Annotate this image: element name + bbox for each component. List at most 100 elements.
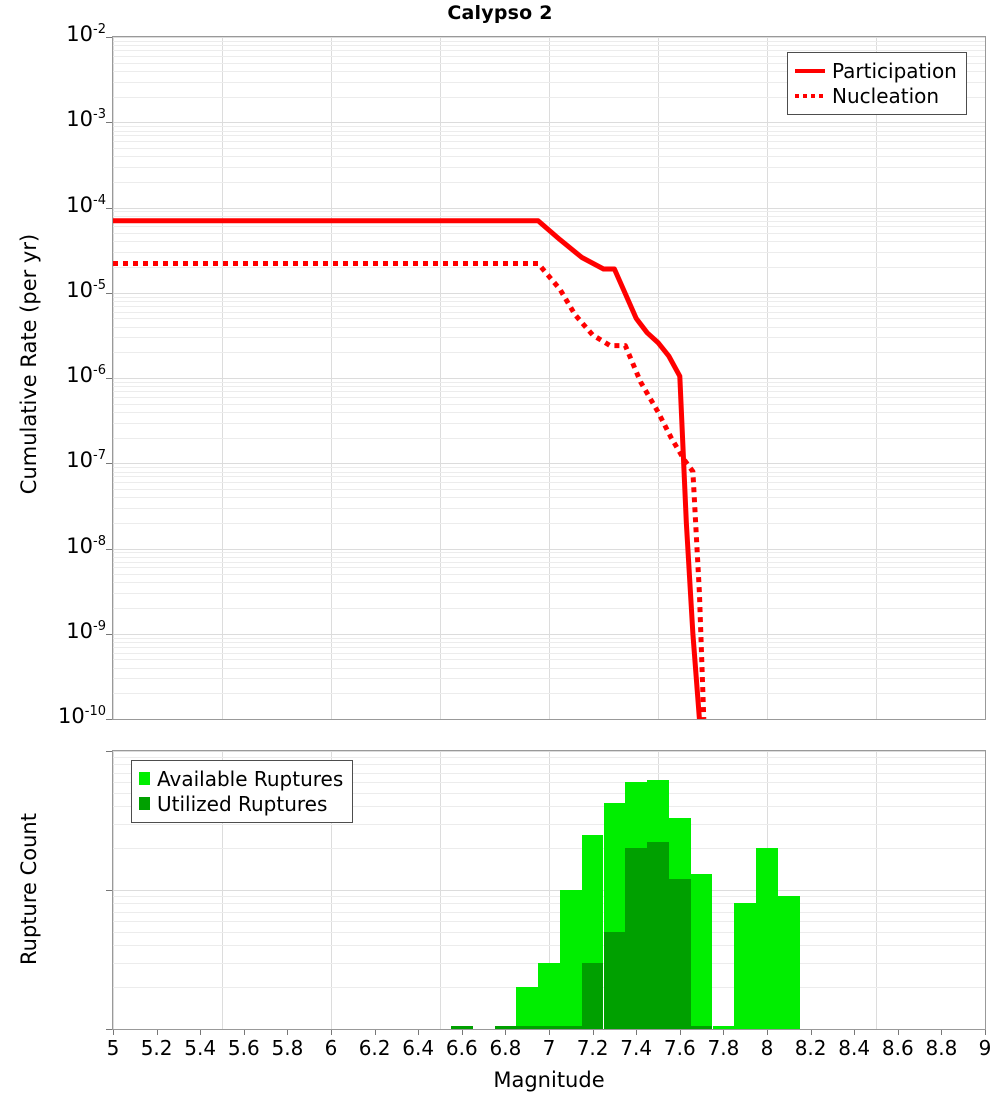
gridline-minor xyxy=(113,352,985,354)
bar-segment-available xyxy=(777,896,800,1029)
gridline-minor xyxy=(113,311,985,313)
gridline-minor xyxy=(113,593,985,595)
legend-swatch-square-icon xyxy=(139,772,150,785)
x-tick-mark xyxy=(549,1030,550,1035)
gridline-minor xyxy=(113,411,985,413)
gridline-minor xyxy=(113,823,985,825)
histogram-bar xyxy=(647,751,669,1029)
x-tick-label: 7 xyxy=(542,1036,556,1060)
legend-item-label: Nucleation xyxy=(832,83,940,108)
x-tick-label: 5.2 xyxy=(140,1036,173,1060)
bar-segment-available xyxy=(559,890,582,1029)
bar-segment-utilized xyxy=(690,1026,713,1029)
bar-segment-available xyxy=(712,1026,735,1029)
gridline-minor xyxy=(113,55,985,57)
histogram-bar xyxy=(494,751,517,1029)
gridline-minor xyxy=(113,381,985,383)
bar-segment-utilized xyxy=(647,842,669,1029)
legend-item[interactable]: Nucleation xyxy=(795,83,957,108)
gridline-minor xyxy=(113,96,985,98)
gridline-major xyxy=(113,292,985,294)
x-tick-label: 7.8 xyxy=(707,1036,740,1060)
gridline-minor xyxy=(113,211,985,213)
gridline-minor xyxy=(113,567,985,569)
x-tick-label: 5.6 xyxy=(227,1036,260,1060)
x-tick-label: 7.4 xyxy=(620,1036,653,1060)
x-tick-label: 5.4 xyxy=(184,1036,217,1060)
histogram-bar xyxy=(712,751,735,1029)
x-tick-label: 5.8 xyxy=(271,1036,304,1060)
gridline-minor xyxy=(113,396,985,398)
mfd-curve-layer xyxy=(113,218,707,719)
bar-segment-utilized xyxy=(603,931,626,1029)
legend-item[interactable]: Utilized Ruptures xyxy=(139,791,343,816)
y-tick-label: 10-9 xyxy=(66,618,106,643)
bar-segment-utilized xyxy=(559,1026,582,1029)
gridline-minor xyxy=(113,552,985,554)
gridline-minor xyxy=(113,241,985,243)
gridline-minor xyxy=(113,522,985,524)
x-tick-label: 7.2 xyxy=(576,1036,609,1060)
y-tick-label: 10-8 xyxy=(66,533,106,558)
x-tick-label: 6 xyxy=(324,1036,338,1060)
legend-item[interactable]: Available Ruptures xyxy=(139,766,343,791)
histogram-bar xyxy=(516,751,539,1029)
gridline-minor xyxy=(113,45,985,47)
legend-item[interactable]: Participation xyxy=(795,58,957,83)
gridline-minor xyxy=(113,920,985,922)
gridline-minor xyxy=(113,81,985,83)
gridline-minor xyxy=(113,135,985,137)
gridline-minor xyxy=(113,233,985,235)
gridline-minor xyxy=(113,156,985,158)
histogram-bar xyxy=(625,751,648,1029)
legend-swatch-dotted-line-icon xyxy=(795,93,825,98)
gridline-minor xyxy=(113,220,985,222)
gridline-minor xyxy=(113,318,985,320)
y-tick-mark xyxy=(106,37,112,38)
x-tick-mark xyxy=(243,1030,245,1035)
mfd-curve-nucleation xyxy=(113,261,707,719)
gridline-minor xyxy=(113,70,985,72)
legend-item-label: Available Ruptures xyxy=(157,766,344,791)
x-tick-mark xyxy=(679,1030,681,1035)
x-tick-mark xyxy=(287,1030,289,1035)
gridline-minor xyxy=(113,337,985,339)
gridline-minor xyxy=(113,646,985,648)
bar-segment-utilized xyxy=(494,1026,517,1029)
x-tick-label: 8 xyxy=(760,1036,774,1060)
bar-segment-available xyxy=(516,987,539,1029)
page-title: Calypso 2 xyxy=(447,2,553,24)
legend-swatch-solid-line-icon xyxy=(795,68,825,73)
gridline-major xyxy=(113,122,985,124)
x-tick-label: 6.2 xyxy=(358,1036,391,1060)
gridline-minor xyxy=(113,896,985,898)
gridline-minor xyxy=(113,476,985,478)
gridline-minor xyxy=(113,608,985,610)
x-tick-mark xyxy=(897,1030,899,1035)
gridline-minor xyxy=(113,141,985,143)
gridline-minor xyxy=(113,482,985,484)
x-tick-mark xyxy=(156,1030,158,1035)
x-tick-mark xyxy=(810,1030,812,1035)
x-tick-label: 9 xyxy=(978,1036,992,1060)
bar-segment-utilized xyxy=(538,1026,560,1029)
gridline-minor xyxy=(113,781,985,783)
y-tick-label: 10-4 xyxy=(66,192,106,217)
bar-segment-utilized xyxy=(450,1026,473,1029)
gridline-minor xyxy=(113,252,985,254)
mfd-curve-participation xyxy=(113,218,702,719)
histogram-bar xyxy=(603,751,626,1029)
x-tick-mark xyxy=(767,1030,768,1035)
x-tick-label: 7.6 xyxy=(663,1036,696,1060)
histogram-bar xyxy=(450,751,473,1029)
y-tick-label: 10-2 xyxy=(66,22,106,46)
x-tick-label: 6.6 xyxy=(445,1036,478,1060)
histogram-bar xyxy=(581,751,604,1029)
gridline-minor xyxy=(113,130,985,132)
gridline-minor xyxy=(113,757,985,759)
x-tick-label: 6.4 xyxy=(402,1036,435,1060)
x-tick-mark xyxy=(374,1030,376,1035)
bar-segment-available xyxy=(756,848,778,1029)
gridline-minor xyxy=(113,386,985,388)
gridline-minor xyxy=(113,488,985,490)
